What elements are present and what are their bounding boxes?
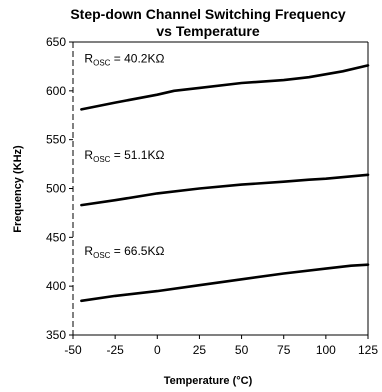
- y-tick-label: 500: [46, 182, 66, 196]
- y-tick-label: 450: [46, 230, 66, 244]
- x-tick-label: 125: [358, 343, 378, 357]
- series-annotation-1: ROSC = 40.2KΩ: [84, 52, 164, 68]
- series-line-1: [80, 64, 370, 111]
- chart-title-line-2: vs Temperature: [156, 23, 259, 39]
- series-annotation-2: ROSC = 51.1KΩ: [84, 148, 164, 164]
- x-tick-label: -50: [64, 343, 82, 357]
- series-line-2: [80, 173, 370, 207]
- x-tick-label: 0: [154, 343, 161, 357]
- x-tick-label: 50: [235, 343, 249, 357]
- y-tick-label: 400: [46, 279, 66, 293]
- y-axis-label: Frequency (KHz): [12, 145, 24, 233]
- x-tick-label: 100: [316, 343, 336, 357]
- y-tick-label: 350: [46, 328, 66, 342]
- series-line-3: [80, 263, 370, 303]
- y-tick-label: 550: [46, 133, 66, 147]
- x-axis-label: Temperature (°C): [164, 375, 253, 387]
- chart-title-line-1: Step-down Channel Switching Frequency: [70, 6, 346, 22]
- x-tick-label: -25: [106, 343, 124, 357]
- y-tick-label: 650: [46, 35, 66, 49]
- series-annotation-3: ROSC = 66.5KΩ: [84, 244, 164, 260]
- x-tick-label: 25: [193, 343, 207, 357]
- y-tick-label: 600: [46, 84, 66, 98]
- plot-area: 350 400 450 500 550 600 650 -50 -25 0 25 50 75 100 125…: [46, 35, 378, 357]
- x-tick-label: 75: [277, 343, 291, 357]
